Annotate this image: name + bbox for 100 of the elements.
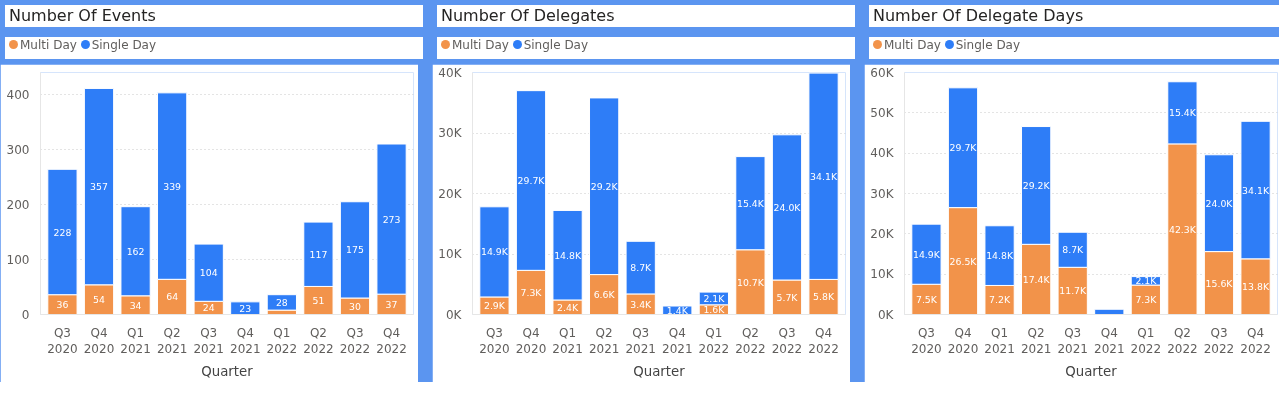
y-tick-label: 20K [870,226,895,241]
data-label: 15.4K [1168,107,1197,119]
data-label: 8.7K [630,262,653,274]
data-label: 34.1K [1242,184,1270,196]
y-tick-label: 0K [446,307,463,322]
data-label: 37 [385,298,398,310]
data-label: 1.4K [666,304,689,316]
data-label: 2.1K [703,292,726,304]
chart-title: Number Of Delegates [441,5,615,27]
legend-label: Single Day [523,38,589,52]
data-label: 5.8K [813,291,835,303]
data-label: 273 [382,213,401,225]
x-tick-label: Q3 2020 [479,325,510,357]
x-axis-title: Quarter [633,364,686,380]
data-label: 34 [129,299,142,311]
y-tick-label: 20K [438,186,463,201]
x-tick-label: Q2 2022 [303,325,334,357]
y-tick-label: 40K [870,146,895,161]
y-tick-label: 30K [870,186,895,201]
chart-title: Number Of Events [9,5,156,27]
data-label: 104 [199,267,218,279]
data-label: 14.9K [481,246,509,258]
legend-label: Multi Day [452,38,509,52]
y-tick-label: 50K [870,105,895,120]
data-label: 6.6K [593,289,616,301]
legend-label: Multi Day [884,38,941,52]
data-label: 11.7K [1059,285,1088,297]
data-label: 228 [53,226,72,238]
data-label: 162 [126,245,145,257]
y-tick-label: 10K [438,247,463,261]
data-label: 2.9K [483,300,506,312]
data-label: 117 [309,248,328,260]
x-tick-label: Q4 2021 [1094,325,1125,357]
data-label: 15.6K [1205,277,1234,289]
x-tick-label: Q1 2022 [698,325,730,357]
data-label: 2.4K [557,301,579,313]
x-tick-label: Q2 2021 [1020,325,1052,357]
y-tick-label: 100 [6,253,30,267]
x-tick-label: Q2 2022 [735,325,766,357]
x-tick-label: Q1 2021 [984,325,1015,357]
data-label: 8.7K [1062,244,1085,256]
data-label: 29.7K [517,174,546,186]
data-label: 28 [275,296,288,308]
data-label: 15.4K [736,197,765,209]
data-label: 14.8K [986,250,1014,262]
data-label: 29.2K [1022,179,1051,191]
data-label: 24.0K [1205,197,1234,209]
x-tick-label: Q4 2021 [230,325,261,357]
data-label: 36 [56,299,69,311]
data-label: 339 [163,180,182,192]
x-tick-label: Q1 2022 [266,325,298,357]
x-tick-label: Q4 2021 [662,325,693,357]
x-tick-label: Q2 2021 [156,325,188,357]
bar [266,294,297,311]
y-tick-label: 40K [438,65,463,80]
data-label: 175 [346,244,364,256]
data-label: 1.6K [703,304,726,316]
y-tick-label: 0K [878,307,895,322]
x-axis-title: Quarter [201,364,254,380]
y-tick-label: 30K [438,126,463,140]
x-tick-label: Q4 2020 [947,325,979,357]
data-label: 34.1K [810,170,838,182]
legend-label: Single Day [955,38,1021,52]
data-label: 26.5K [949,255,978,267]
data-label: 23 [239,302,252,314]
x-tick-label: Q3 2022 [1203,325,1235,357]
x-tick-label: Q1 2021 [120,325,151,357]
y-tick-label: 60K [870,65,895,80]
data-label: 3.4K [630,298,653,310]
data-label: 24 [202,302,215,314]
data-label: 5.7K [776,291,799,303]
x-tick-label: Q3 2020 [911,325,942,357]
x-tick-label: Q4 2022 [1240,325,1271,357]
data-label: 30 [349,300,361,312]
data-label: 13.8K [1242,281,1270,293]
data-label: 14.9K [913,248,941,260]
data-label: 17.4K [1022,273,1051,285]
data-label: 54 [93,294,106,306]
data-label: 2.1K [1135,275,1158,287]
chart-title: Number Of Delegate Days [873,5,1084,27]
y-tick-label: 10K [870,267,895,282]
data-label: 42.3K [1168,223,1197,235]
data-label: 29.7K [949,142,978,154]
data-label: 7.5K [915,293,938,305]
legend-label: Multi Day [20,38,77,52]
x-tick-label: Q4 2022 [376,325,407,357]
data-label: 64 [166,291,179,303]
x-tick-label: Q2 2022 [1167,325,1198,357]
data-label: 7.3K [1135,294,1158,306]
y-tick-label: 400 [6,88,30,102]
data-label: 357 [90,181,108,193]
x-tick-label: Q4 2020 [515,325,547,357]
x-tick-label: Q3 2021 [193,325,224,357]
y-tick-label: 300 [6,143,30,157]
x-tick-label: Q3 2021 [1057,325,1088,357]
data-label: 10.7K [736,276,765,288]
y-tick-label: 0 [21,308,30,322]
x-tick-label: Q1 2022 [1130,325,1162,357]
x-tick-label: Q2 2021 [588,325,620,357]
x-tick-label: Q3 2022 [771,325,803,357]
